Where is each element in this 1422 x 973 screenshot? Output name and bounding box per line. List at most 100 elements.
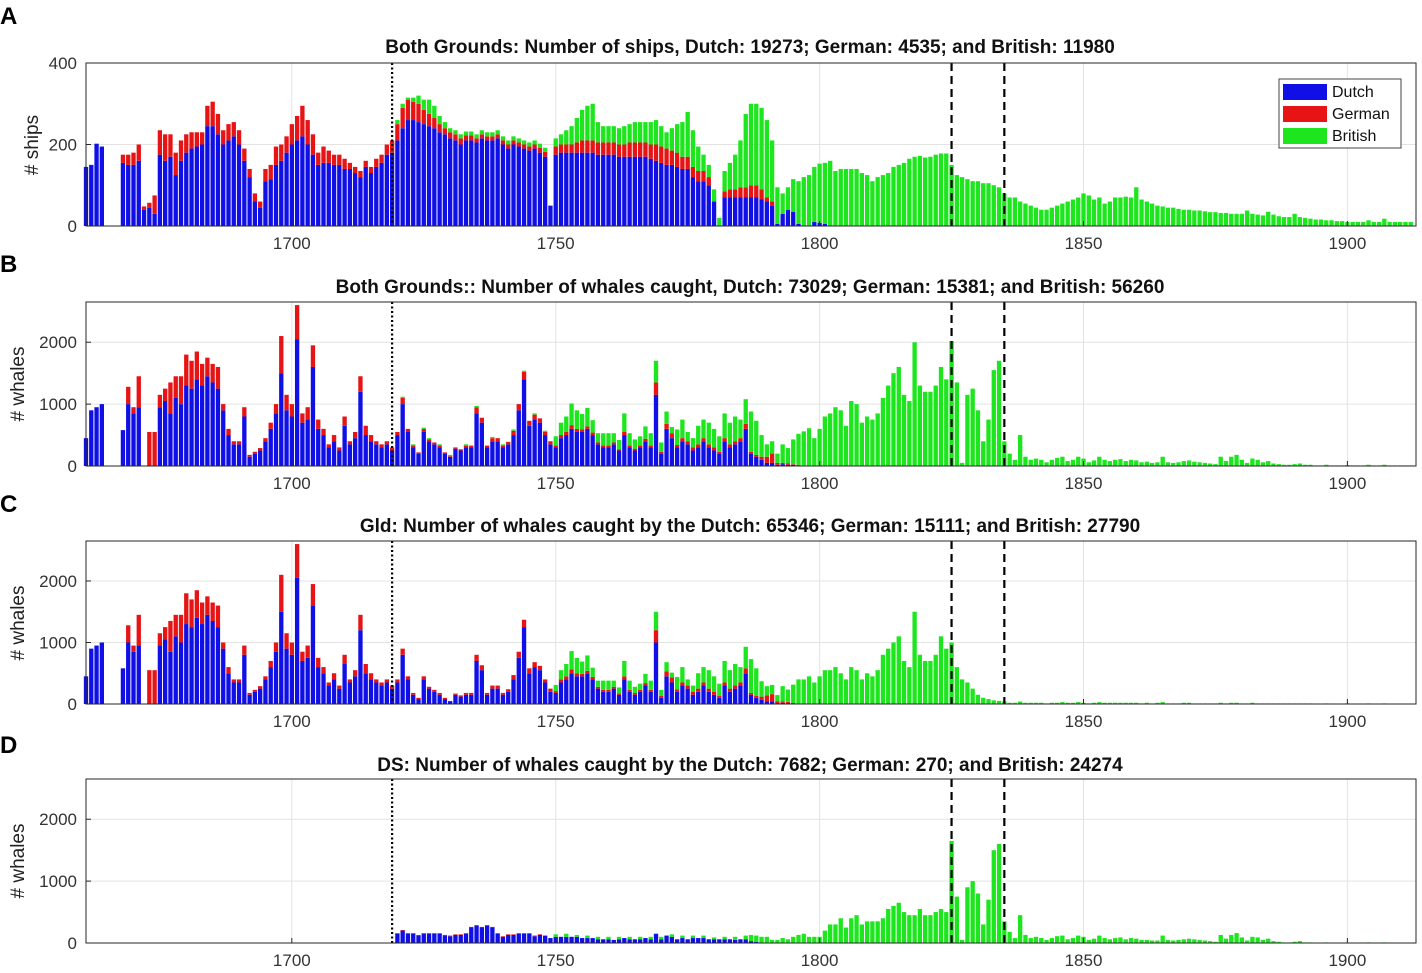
panel-d-bar-german [490,926,495,928]
panel-a-bar-dutch [659,162,664,226]
panel-c-bar-british [981,697,986,704]
panel-c-bar-british [880,654,886,704]
panel-b-title: Both Grounds:: Number of whales caught, … [336,277,1165,298]
panel-c-bar-british [791,684,796,704]
panel-c-bar-british [1229,702,1234,704]
panel-a-bar-british [923,157,928,226]
panel-c-bar-german [469,692,474,695]
panel-c-bar-german [342,654,347,665]
panel-d-bar-british [875,921,880,943]
panel-c-bar-dutch [569,673,574,704]
panel-b-bar-dutch [733,444,738,466]
panel-d-bar-british [785,939,791,943]
panel-b-bar-dutch [553,447,558,466]
panel-b-bar-german [754,454,759,457]
panel-c-bar-british [1144,702,1149,704]
panel-c-bar-dutch [305,657,310,704]
panel-c-bar-british [595,680,601,687]
panel-c-bar-german [479,665,484,671]
panel-d-bar-german [500,936,506,937]
panel-a-bar-british [886,173,891,226]
panel-c-bar-dutch [242,654,247,704]
panel-c-y-tick-label: 0 [68,695,77,714]
panel-d-bar-british [606,936,611,940]
panel-c-bar-german [474,654,479,661]
panel-b-bar-dutch [379,447,384,466]
panel-b-bar-german [321,428,326,436]
panel-a-bar-british [1192,210,1197,226]
legend-swatch-german [1283,106,1327,122]
panel-c-bar-german [722,682,727,686]
panel-c-bar-german [205,596,210,615]
panel-d-bar-british [1292,941,1297,943]
panel-d-bar-british [1028,938,1033,943]
panel-a-bar-dutch [448,138,453,226]
panel-a-bar-british [463,131,469,136]
panel-c-bar-german [258,686,263,689]
panel-a-bar-dutch [606,154,611,226]
panel-a-bar-dutch [342,168,347,226]
panel-c-bar-german [727,688,733,692]
panel-d-y-tick-label: 0 [68,934,77,953]
panel-a-bar-german [289,124,294,145]
panel-c-bar-dutch [463,694,469,704]
panel-b-bar-british [1002,441,1007,466]
panel-c-bar-german [136,614,141,646]
panel-d-bar-dutch [748,941,754,943]
panel-a-bar-german [168,134,173,157]
panel-b-bar-dutch [701,441,706,466]
panel-b-bar-dutch [490,441,495,466]
panel-a-bar-dutch [326,162,331,226]
panel-d-bar-british [754,935,759,942]
panel-c-bar-dutch [717,697,722,704]
panel-c-bar-british [886,648,891,704]
panel-c-bar-british [653,611,659,631]
panel-b-bar-dutch [215,388,221,466]
panel-d-bar-dutch [606,939,611,943]
panel-a-bar-dutch [685,168,690,226]
panel-a-bar-german [595,142,601,155]
panel-d-bar-british [1033,936,1039,943]
panel-d-bar-british [975,893,981,943]
panel-b-bar-german [258,448,263,451]
panel-b-bar-dutch [484,447,490,466]
panel-a-bar-british [1102,203,1107,226]
panel-c-bar-german [374,679,379,683]
panel-a-bar-german [305,120,310,145]
panel-b-bar-british [1070,459,1076,466]
panel-b-bar-german [453,447,458,449]
panel-a-bar-dutch [178,160,184,226]
panel-a-bar-german [759,189,764,200]
panel-c-bar-british [574,657,579,674]
panel-d-bar-german [484,925,490,926]
panel-c-bar-dutch [764,701,769,704]
panel-c-bar-dutch [279,611,284,704]
panel-a-bar-dutch [221,144,226,226]
panel-a-bar-british [416,95,421,104]
panel-b-bar-dutch [384,444,389,466]
panel-d-bar-british [659,936,664,940]
panel-b-bar-dutch [321,435,326,466]
panel-c-bar-british [933,654,938,704]
panel-a-bar-dutch [210,126,215,226]
panel-b-bar-dutch [685,444,690,466]
panel-a-bar-german [226,124,231,141]
panel-b-bar-dutch [748,453,754,466]
panel-c-bar-british [907,667,912,704]
panel-a-bar-german [347,162,353,169]
panel-a-bar-british [965,179,970,226]
panel-c-y-tick-label: 1000 [39,633,77,652]
panel-b-bar-british [859,422,864,466]
panel-c-bar-british [622,660,627,677]
panel-d-bar-dutch [648,939,653,943]
panel-b-bar-british [1076,456,1081,466]
panel-c-bar-german [759,696,764,700]
panel-a-bar-british [532,140,537,145]
panel-a-bar-british [527,142,532,147]
panel-d-x-tick-label: 1850 [1065,951,1103,970]
panel-a-bar-german [748,185,754,198]
panel-b-bar-dutch [638,447,643,466]
panel-c-bar-german [506,689,511,692]
panel-c-bar-british [970,688,975,704]
